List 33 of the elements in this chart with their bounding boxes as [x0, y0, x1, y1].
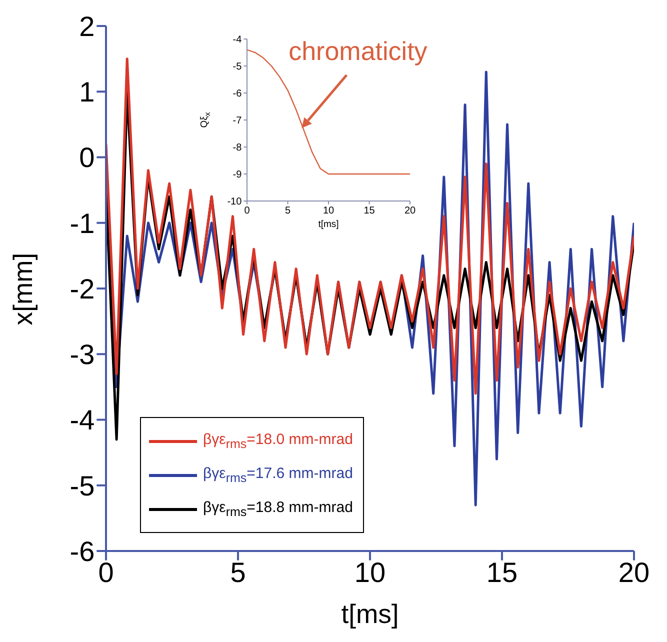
y-tick-label: -6: [70, 536, 95, 567]
y-axis-title: x[mm]: [8, 252, 38, 325]
x-tick-label: 20: [618, 557, 650, 588]
y-tick-label: -4: [232, 34, 242, 46]
x-tick-label: 10: [322, 205, 334, 216]
y-tick-label: -6: [232, 88, 242, 100]
legend-label: βγε$_{rms}$=17.6 mm-mrad: [203, 465, 353, 485]
x-axis-title: t[ms]: [318, 218, 339, 230]
x-tick-label: 0: [98, 557, 114, 588]
y-tick-label: -1: [70, 208, 95, 239]
x-tick-label: 5: [284, 205, 291, 216]
legend-label: βγε$_{rms}$=18.0 mm-mrad: [203, 431, 353, 451]
y-tick-label: -9: [232, 170, 242, 181]
y-tick-label: 0: [79, 142, 95, 174]
x-tick-label: 0: [244, 205, 250, 216]
x-tick-label: 5: [230, 557, 246, 588]
y-tick-label: -3: [70, 339, 95, 370]
x-axis-title: t[ms]: [341, 599, 399, 629]
y-tick-label: -5: [70, 470, 95, 502]
x-tick-label: 10: [354, 557, 386, 588]
x-tick-label: 20: [404, 205, 416, 216]
y-tick-label: -4: [70, 404, 95, 436]
x-tick-label: 15: [364, 205, 376, 216]
y-tick-label: -7: [232, 116, 242, 127]
y-tick-label: -8: [232, 142, 242, 154]
y-tick-label: -2: [70, 273, 95, 304]
y-tick-label: 1: [79, 76, 95, 108]
annotation: chromaticity: [288, 36, 428, 66]
y-tick-label: 2: [79, 10, 95, 42]
x-tick-label: 15: [486, 557, 518, 588]
legend-label: βγε$_{rms}$=18.8 mm-mrad: [203, 499, 353, 519]
y-tick-label: -10: [227, 196, 242, 208]
y-tick-label: -5: [232, 62, 242, 73]
